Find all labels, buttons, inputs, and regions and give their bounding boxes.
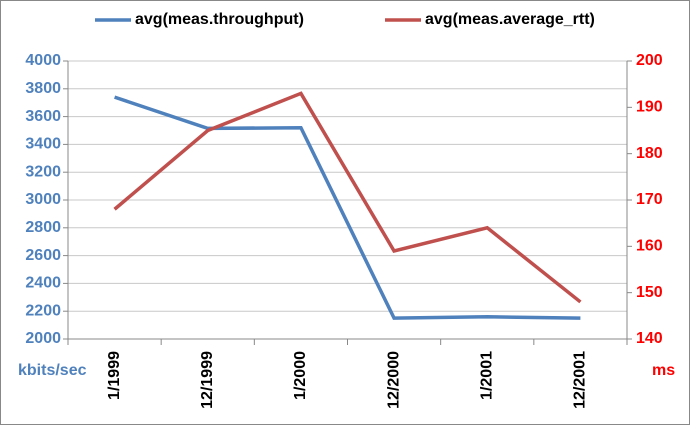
x-tick-label: 1/2000 xyxy=(292,351,309,400)
y-tick-label: 3800 xyxy=(25,80,61,97)
x-tick-label: 1/2001 xyxy=(478,351,495,400)
legend-label: avg(meas.average_rtt) xyxy=(425,11,595,28)
x-tick-label: 12/1999 xyxy=(199,351,216,409)
y2-axis-label: ms xyxy=(652,362,675,379)
series-line xyxy=(114,95,581,320)
y-tick-label: 4000 xyxy=(25,52,61,69)
y-tick-label: 2800 xyxy=(25,219,61,236)
y-tick-label: 3200 xyxy=(25,163,61,180)
y-tick-label: 3600 xyxy=(25,108,61,125)
y-tick-label: 3000 xyxy=(25,191,61,208)
y2-tick-label: 200 xyxy=(636,52,663,69)
series-line xyxy=(113,91,582,304)
legend-label: avg(meas.throughput) xyxy=(135,11,304,28)
x-tick-label: 1/1999 xyxy=(106,351,123,400)
y2-tick-label: 180 xyxy=(636,145,663,162)
x-tick-label: 12/2001 xyxy=(572,351,589,409)
y2-tick-label: 170 xyxy=(636,191,663,208)
y-tick-label: 2200 xyxy=(25,302,61,319)
y-tick-label: 3400 xyxy=(25,136,61,153)
y2-tick-label: 140 xyxy=(636,330,663,347)
y-tick-label: 2600 xyxy=(25,247,61,264)
y-axis-label: kbits/sec xyxy=(18,362,87,379)
x-tick-label: 12/2000 xyxy=(385,351,402,409)
y2-tick-label: 160 xyxy=(636,238,663,255)
y2-tick-label: 150 xyxy=(636,284,663,301)
y2-tick-label: 190 xyxy=(636,99,663,116)
y-tick-label: 2400 xyxy=(25,275,61,292)
y-tick-label: 2000 xyxy=(25,330,61,347)
